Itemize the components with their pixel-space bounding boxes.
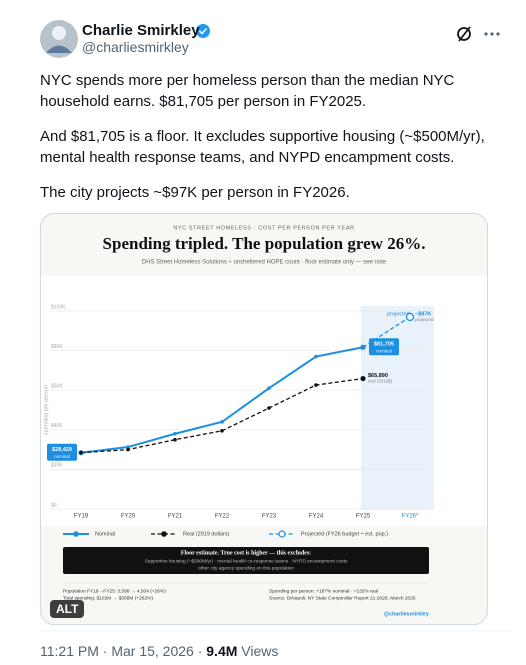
x-tick-label: FY21	[168, 514, 183, 520]
y-tick-label: $0	[51, 502, 57, 508]
x-tick-label: FY26*	[402, 514, 419, 520]
data-point	[314, 383, 318, 387]
grok-icon[interactable]	[457, 27, 471, 41]
value-note: nominal	[376, 348, 392, 353]
chart-subtitle: DHS Street Homeless Solutions ÷ unshelte…	[142, 260, 387, 266]
data-point	[126, 445, 130, 449]
post-paragraph: The city projects ~$97K per person in FY…	[40, 184, 350, 201]
note-title: Floor estimate. True cost is higher — th…	[181, 550, 311, 556]
data-point	[314, 354, 318, 359]
data-point	[173, 431, 177, 436]
data-point	[220, 428, 224, 433]
chart-image[interactable]: NYC STREET HOMELESS · COST PER PERSON PE…	[40, 213, 488, 625]
author-name[interactable]: Charlie Smirkley	[82, 22, 200, 39]
value-label: ~$97K	[415, 311, 431, 317]
legend-marker	[278, 530, 286, 538]
divider	[40, 630, 510, 632]
view-count: 9.4M	[206, 643, 238, 659]
value-label: $81,705	[374, 342, 394, 348]
data-point	[405, 312, 415, 322]
y-tick-label: $40K	[51, 423, 63, 429]
x-tick-label: FY19	[74, 514, 89, 520]
chart-credit: @charliesmirkley	[384, 611, 430, 617]
post-text: NYC spends more per homeless person than…	[40, 70, 512, 217]
y-axis-title: spending per person	[43, 385, 49, 435]
x-tick-label: FY22	[215, 514, 230, 520]
chart-supertitle: NYC STREET HOMELESS · COST PER PERSON PE…	[173, 225, 354, 231]
note-line: Supportive housing (~$500M/yr) · mental …	[145, 558, 348, 564]
author-handle[interactable]: @charliesmirkley	[82, 39, 189, 55]
note-box	[63, 547, 429, 574]
x-tick-label: FY24	[309, 514, 324, 520]
value-label-box	[369, 338, 399, 356]
footer-note: Total spending: $102M → $368M (+262%)	[63, 595, 153, 601]
value-label: $28,429	[52, 447, 72, 453]
data-point	[79, 450, 83, 455]
legend-label: Nominal	[95, 531, 115, 537]
footer-note: Source: DiNapoli, NY State Comptroller R…	[269, 595, 416, 601]
post-meta: 11:21 PM · Mar 15, 2026 · 9.4M Views	[40, 643, 278, 659]
chart: NYC STREET HOMELESS · COST PER PERSON PE…	[41, 225, 487, 617]
x-tick-label: FY25	[356, 514, 371, 520]
y-tick-label: $60K	[51, 384, 63, 390]
footer-note: Spending per person: +187% nominal · +13…	[269, 588, 378, 594]
value-note: projected	[415, 317, 434, 322]
y-tick-label: $100K	[51, 304, 66, 310]
post-paragraph: And $81,705 is a floor. It excludes supp…	[40, 128, 485, 166]
data-point	[173, 437, 177, 442]
data-point	[360, 375, 366, 382]
verified-badge	[196, 24, 210, 38]
value-note: real (2019$)	[368, 379, 393, 384]
legend-marker	[73, 531, 79, 537]
note-line: other city agency spending on this popul…	[198, 565, 294, 571]
legend-label: Real (2019 dollars)	[183, 531, 230, 537]
post-paragraph: NYC spends more per homeless person than…	[40, 72, 455, 110]
legend-marker	[161, 531, 167, 537]
alt-badge[interactable]: ALT	[50, 600, 85, 618]
value-note: nominal	[54, 454, 70, 459]
data-point	[267, 386, 271, 391]
legend-label: Projected (FY26 budget ÷ est. pop.)	[301, 531, 388, 537]
timestamp[interactable]: 11:21 PM · Mar 15, 2026 ·	[40, 643, 203, 659]
projected-region	[361, 306, 434, 510]
data-point	[360, 344, 366, 350]
x-tick-label: FY23	[262, 514, 277, 520]
data-point	[267, 406, 271, 410]
x-tick-label: FY20	[121, 514, 136, 520]
y-tick-label: $80K	[51, 344, 63, 350]
region-label: projected	[387, 311, 410, 317]
data-point	[126, 447, 130, 452]
y-tick-label: $20K	[51, 463, 63, 469]
more-icon[interactable]	[484, 32, 500, 36]
views-label: Views	[241, 643, 279, 659]
data-point	[220, 420, 224, 424]
chart-title: Spending tripled. The population grew 26…	[103, 234, 426, 253]
value-label: $65,890	[368, 373, 388, 379]
value-label-box	[47, 443, 77, 461]
post-header-icons	[40, 20, 500, 58]
footer-note: Population FY19→FY25: 3,588 → 4,504 (+26…	[63, 588, 166, 594]
